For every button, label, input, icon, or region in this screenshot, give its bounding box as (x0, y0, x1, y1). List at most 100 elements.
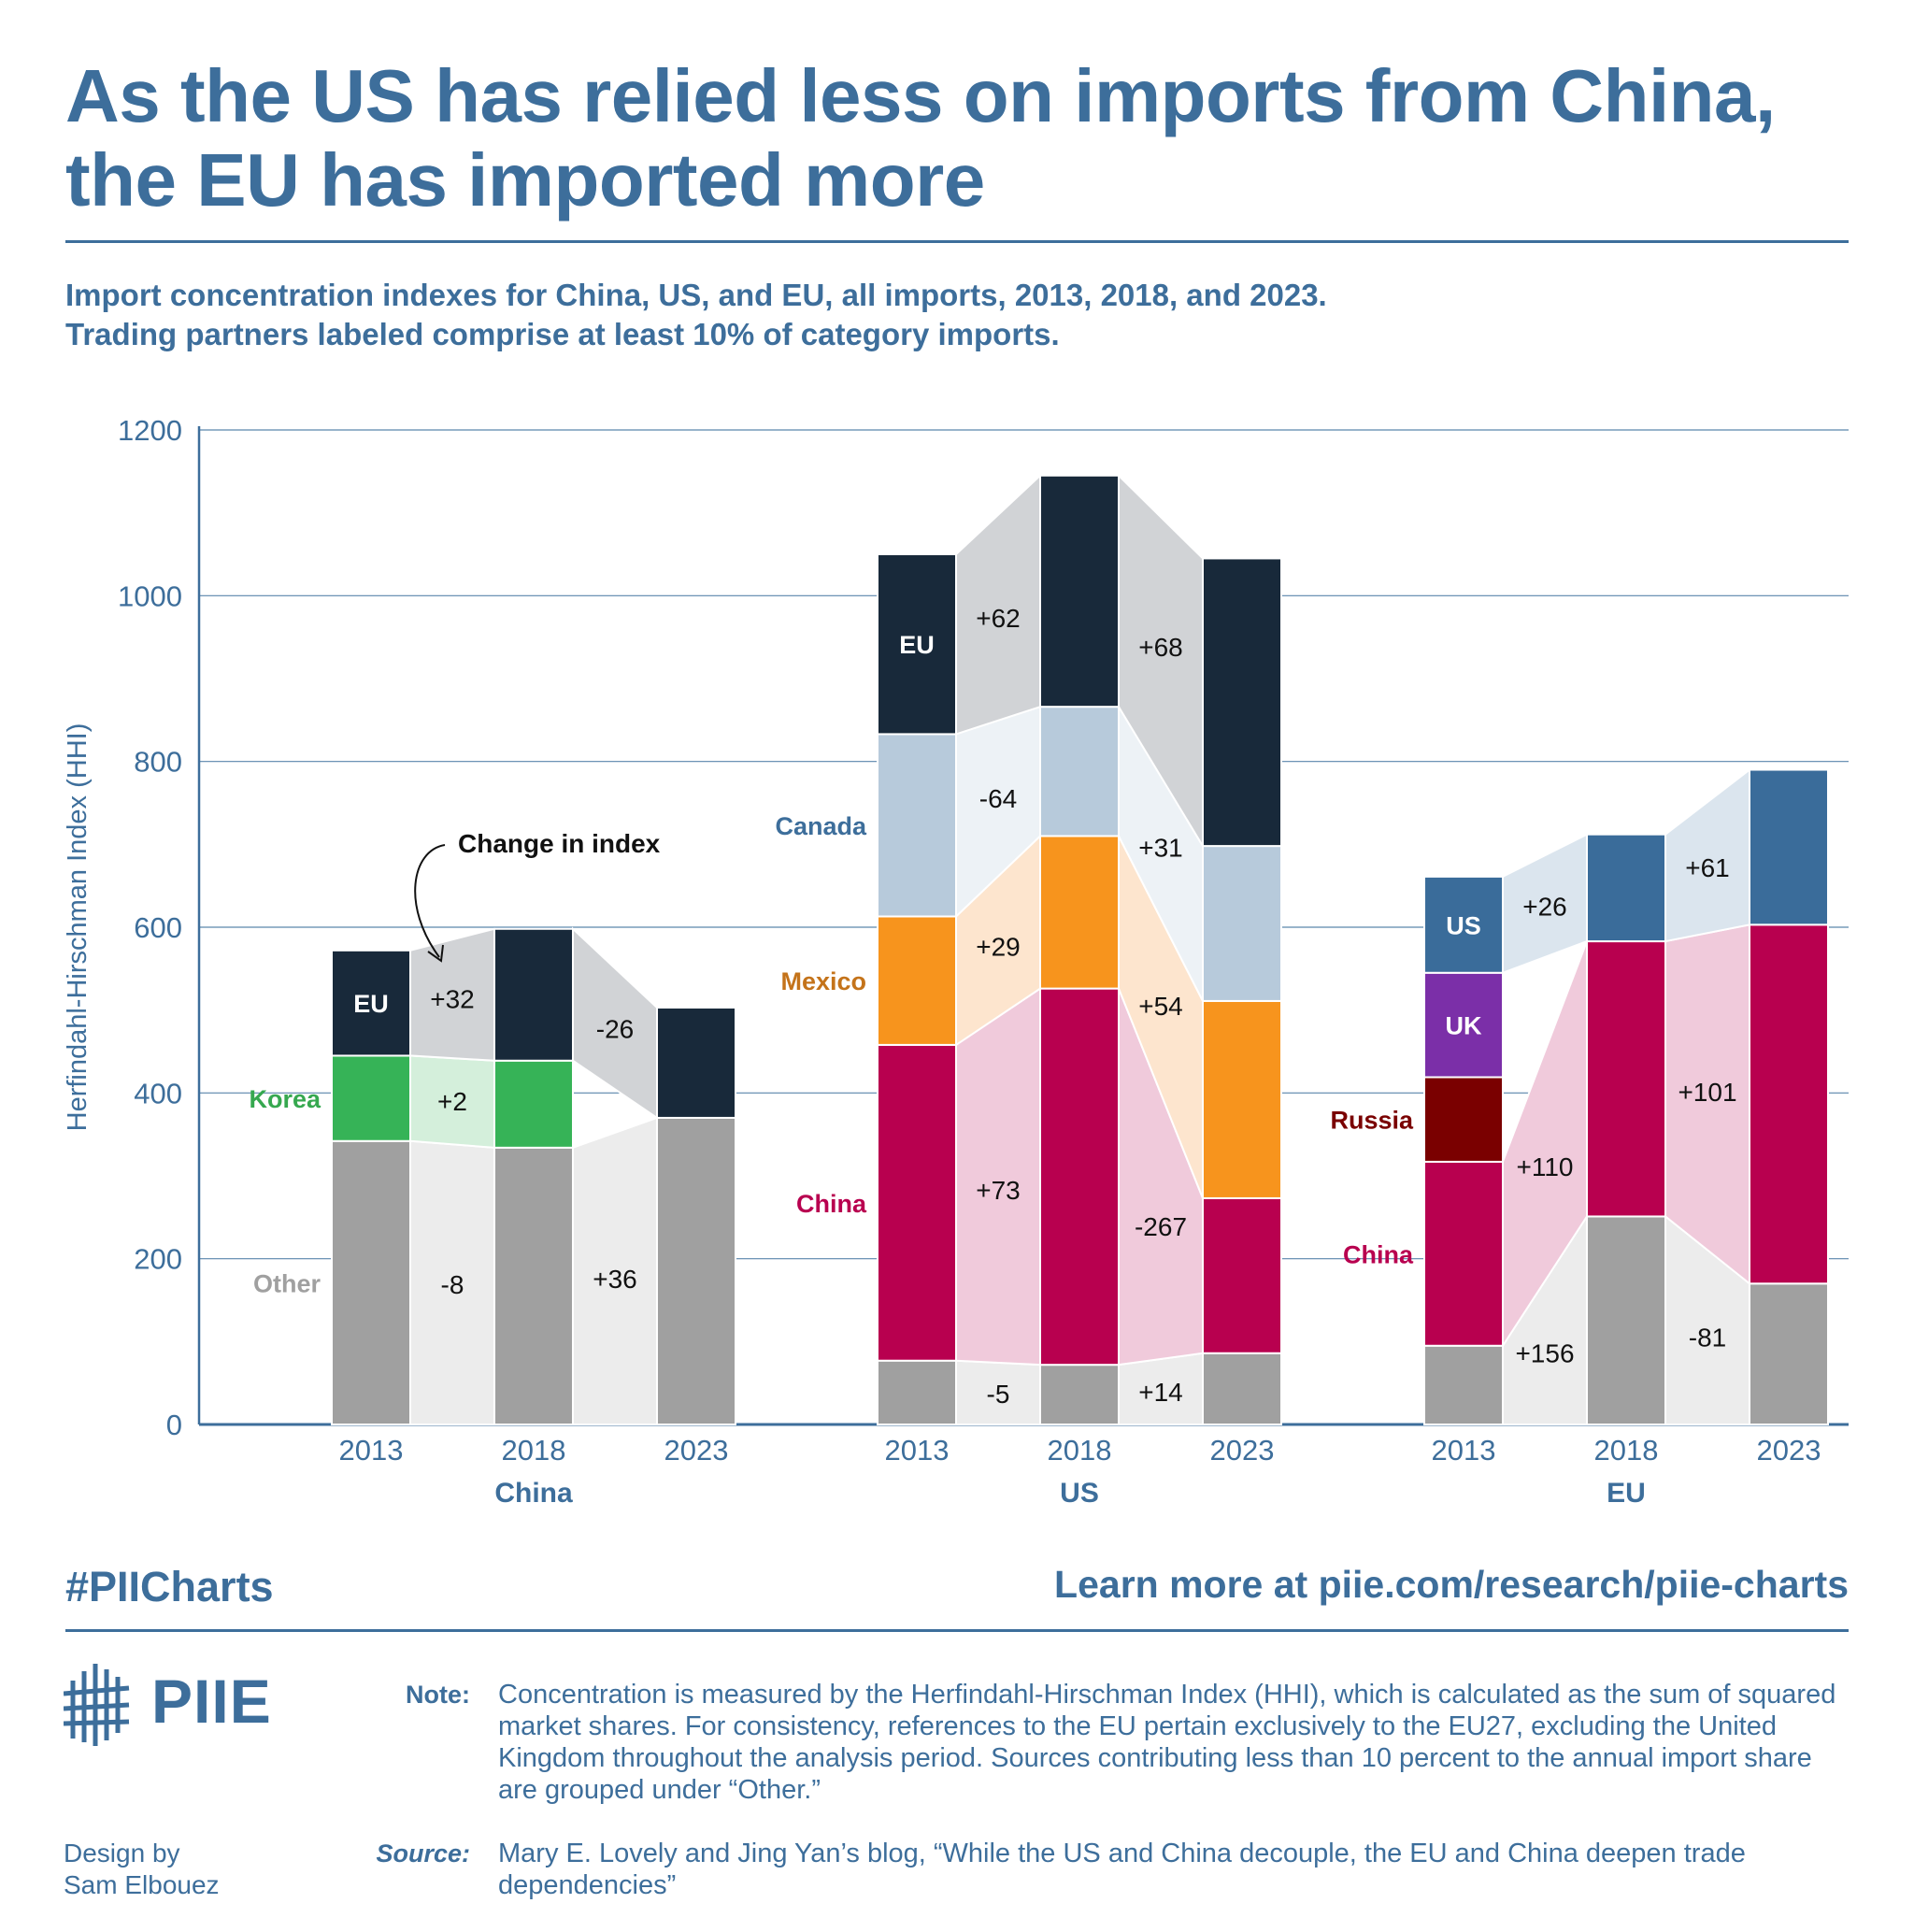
change-value-label: +73 (976, 1176, 1021, 1205)
series-label-china: China (1343, 1240, 1414, 1268)
series-label-china: China (796, 1190, 867, 1218)
source-text: Mary E. Lovely and Jing Yan’s blog, “Whi… (498, 1839, 1746, 1900)
change-value-label: -8 (441, 1270, 464, 1299)
note-text: Concentration is measured by the Herfind… (498, 1680, 1836, 1805)
logo-wordmark: PIIE (151, 1667, 272, 1736)
subtitle-line-1: Import concentration indexes for China, … (65, 278, 1327, 312)
x-tick-label: 2013 (339, 1434, 404, 1467)
bar-segment-eu (1039, 474, 1120, 708)
bar-segment-other (1202, 1352, 1282, 1425)
y-tick-label: 0 (166, 1409, 182, 1441)
group-label-eu: EU (1607, 1478, 1646, 1509)
title-line-2: the EU has imported more (65, 138, 985, 222)
change-value-label: +62 (976, 604, 1021, 633)
change-value-label: +2 (437, 1087, 467, 1116)
stacked-bar-chart: 0 200 400 600 800 1000 1200 Herfindahl-Hirschma… (63, 414, 1849, 1509)
bar-segment-other (1039, 1364, 1120, 1426)
change-value-label: -26 (596, 1015, 634, 1044)
bar-segment-us (1749, 768, 1829, 926)
series-label-eu: EU (899, 631, 935, 659)
change-value-label: +31 (1138, 834, 1183, 863)
change-value-label: +54 (1138, 992, 1183, 1021)
bar-segment-canada (1039, 706, 1120, 837)
hashtag: #PIICharts (65, 1563, 274, 1610)
bar-segment-canada (877, 733, 957, 918)
change-value-label: +36 (593, 1265, 637, 1294)
group-label-us: US (1060, 1478, 1099, 1509)
annotation-arrow (414, 844, 446, 958)
learn-more-link[interactable]: Learn more at piie.com/research/piie-cha… (1054, 1563, 1849, 1606)
change-value-label: +110 (1517, 1152, 1574, 1181)
bar-segment-china (1749, 923, 1829, 1285)
design-credit-line-2: Sam Elbouez (64, 1870, 220, 1899)
note-label: Note: (406, 1681, 470, 1709)
bar-segment-china (877, 1043, 957, 1362)
bar-segment-mexico (877, 915, 957, 1046)
x-tick-label: 2023 (1210, 1434, 1275, 1467)
title-divider (65, 240, 1849, 243)
footer-divider (65, 1629, 1849, 1632)
bar-segment-other (656, 1116, 736, 1426)
chart-subtitle: Import concentration indexes for China, … (65, 276, 1841, 354)
bar-segment-korea (493, 1059, 574, 1149)
annotation-arrowhead (427, 944, 444, 963)
change-value-label: +156 (1515, 1338, 1574, 1367)
x-tick-label: 2018 (1048, 1434, 1112, 1467)
bar-segment-mexico (1202, 999, 1282, 1199)
bar-segment-eu (331, 949, 411, 1057)
y-tick-label: 400 (134, 1077, 182, 1109)
bar-segment-eu (877, 553, 957, 736)
series-label-mexico: Mexico (780, 967, 866, 995)
group-label-china: China (494, 1478, 573, 1509)
x-tick-label: 2013 (885, 1434, 950, 1467)
change-value-label: +61 (1685, 853, 1730, 882)
y-axis-title: Herfindahl-Hirschman Index (HHI) (63, 723, 93, 1132)
change-value-label: +101 (1678, 1078, 1736, 1107)
change-value-label: -81 (1689, 1324, 1726, 1352)
series-label-other: Other (253, 1269, 321, 1297)
bar-segment-china (1039, 987, 1120, 1367)
bar-segment-eu (1202, 557, 1282, 848)
bar-segment-canada (1202, 845, 1282, 1002)
series-label-korea: Korea (249, 1085, 321, 1113)
y-tick-label: 200 (134, 1243, 182, 1276)
bar-segment-other (1586, 1215, 1666, 1425)
bar-segment-us (1423, 875, 1504, 974)
bar-segment-other (1749, 1282, 1829, 1425)
bar-segment-other (1423, 1344, 1504, 1425)
bar-segment-china (1586, 940, 1666, 1218)
series-label-eu: EU (353, 990, 389, 1018)
x-tick-label: 2018 (502, 1434, 566, 1467)
x-tick-label: 2018 (1594, 1434, 1659, 1467)
series-label-us: US (1446, 911, 1481, 939)
x-tick-label: 2023 (664, 1434, 729, 1467)
annotation-change-in-index: Change in index (458, 829, 661, 858)
series-label-russia: Russia (1330, 1107, 1414, 1135)
change-value-label: -267 (1135, 1212, 1187, 1241)
bar-segment-china (1423, 1160, 1504, 1347)
title-line-1: As the US has relied less on imports fro… (65, 54, 1776, 137)
y-tick-label: 600 (134, 911, 182, 944)
change-value-label: +26 (1522, 893, 1567, 922)
bar-segment-other (493, 1146, 574, 1425)
chart-title: As the US has relied less on imports fro… (65, 54, 1860, 222)
bar-segment-eu (493, 927, 574, 1062)
y-tick-label: 1200 (118, 414, 182, 447)
bar-segment-other (877, 1359, 957, 1426)
bar-segment-mexico (1039, 835, 1120, 990)
bar-segment-other (331, 1139, 411, 1425)
subtitle-line-2: Trading partners labeled comprise at lea… (65, 317, 1060, 351)
bar-segment-china (1202, 1196, 1282, 1354)
design-credit-line-1: Design by (64, 1839, 180, 1868)
change-value-label: +68 (1138, 633, 1183, 662)
piie-logo-icon (64, 1664, 130, 1746)
series-label-uk: UK (1446, 1012, 1482, 1040)
change-value-label: +29 (976, 933, 1021, 962)
bar-segment-us (1586, 833, 1666, 943)
bar-segment-korea (331, 1054, 411, 1142)
bar-segment-eu (656, 1007, 736, 1119)
change-value-label: +14 (1138, 1378, 1183, 1407)
change-value-label: -64 (979, 784, 1017, 813)
source-label: Source: (376, 1839, 470, 1868)
y-tick-label: 1000 (118, 580, 182, 612)
